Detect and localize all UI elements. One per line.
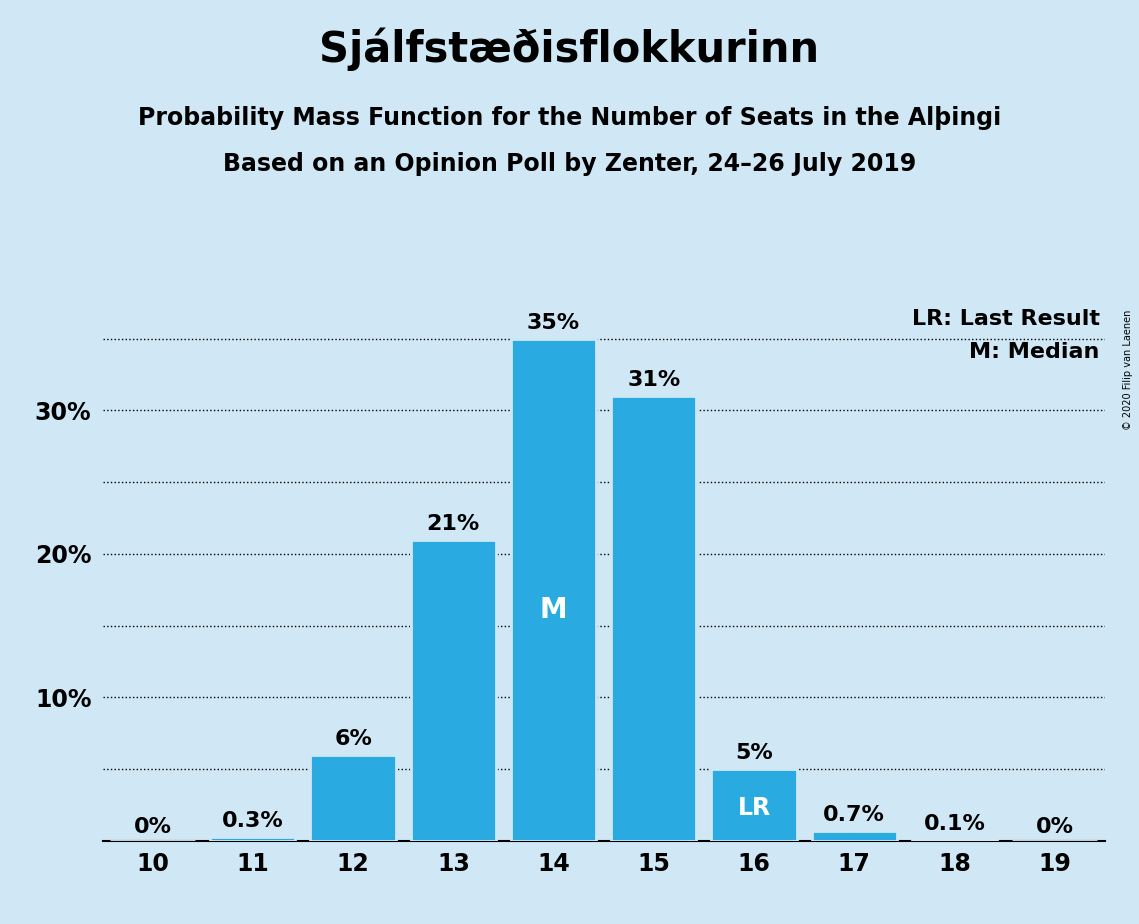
Text: 5%: 5% (735, 744, 773, 763)
Text: M: Median: M: Median (969, 342, 1100, 362)
Text: Probability Mass Function for the Number of Seats in the Alþingi: Probability Mass Function for the Number… (138, 106, 1001, 130)
Text: 0.1%: 0.1% (924, 814, 985, 833)
Text: M: M (540, 596, 567, 624)
Text: 21%: 21% (427, 514, 480, 534)
Text: 0.3%: 0.3% (222, 810, 284, 831)
Text: 35%: 35% (527, 313, 580, 333)
Text: 0.7%: 0.7% (823, 805, 885, 825)
Bar (612, 396, 696, 841)
Text: LR: LR (737, 796, 771, 820)
Text: 6%: 6% (334, 729, 372, 749)
Bar (411, 540, 495, 841)
Bar (712, 769, 796, 841)
Bar (812, 831, 896, 841)
Text: LR: Last Result: LR: Last Result (912, 310, 1100, 329)
Bar (511, 339, 596, 841)
Bar (311, 755, 395, 841)
Bar (912, 839, 997, 841)
Bar (211, 836, 295, 841)
Text: © 2020 Filip van Laenen: © 2020 Filip van Laenen (1123, 310, 1133, 430)
Text: 31%: 31% (628, 371, 680, 390)
Text: 0%: 0% (133, 817, 172, 836)
Text: Sjálfstæðisflokkurinn: Sjálfstæðisflokkurinn (319, 28, 820, 71)
Text: Based on an Opinion Poll by Zenter, 24–26 July 2019: Based on an Opinion Poll by Zenter, 24–2… (223, 152, 916, 176)
Text: 0%: 0% (1035, 817, 1074, 836)
